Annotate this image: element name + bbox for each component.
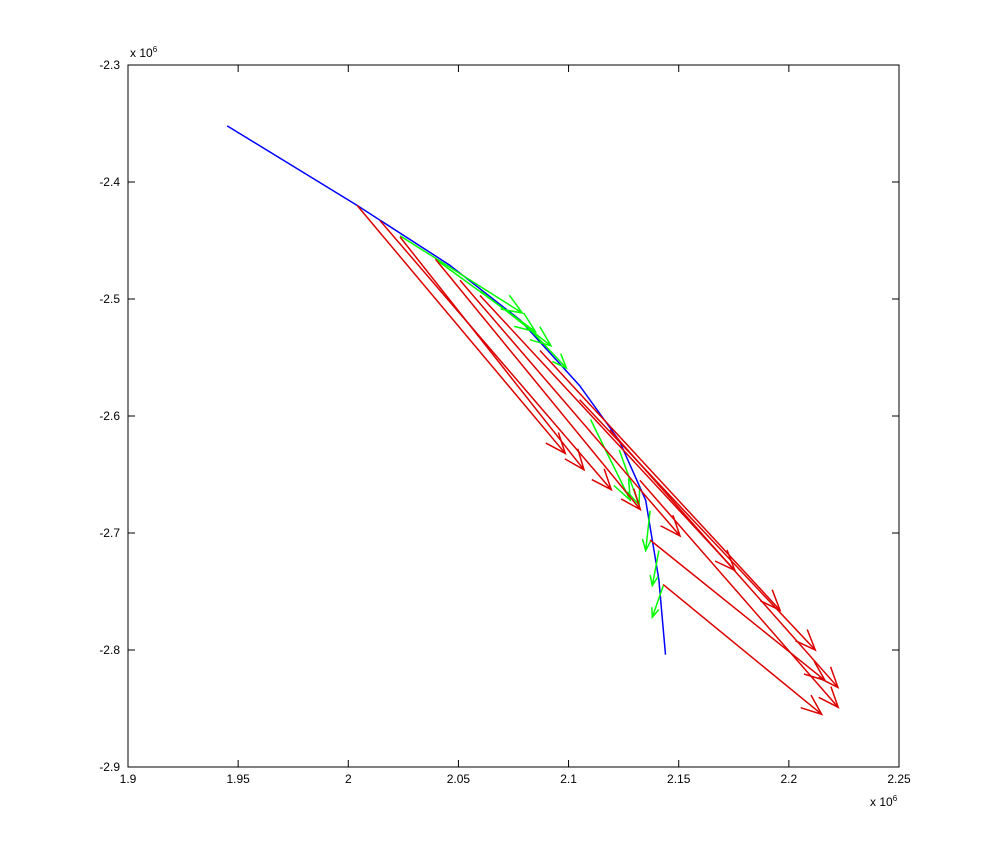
y-tick-label: -2.8 [99, 643, 120, 657]
x-tick-label: 2.25 [887, 772, 911, 786]
y-tick-label: -2.3 [99, 58, 120, 72]
arrow [399, 235, 525, 315]
x-tick-label: 2.15 [667, 772, 691, 786]
x-multiplier: x 106 [870, 794, 898, 809]
x-multiplier-exponent: 6 [893, 794, 898, 803]
x-tick-label: 2.05 [447, 772, 471, 786]
arrow [379, 220, 613, 492]
x-tick-label: 1.95 [226, 772, 250, 786]
arrow [651, 585, 665, 620]
x-tick-label: 2.2 [781, 772, 798, 786]
y-tick-label: -2.4 [99, 175, 120, 189]
arrow [530, 330, 568, 370]
arrow [539, 349, 782, 612]
x-multiplier-base: x 10 [870, 795, 893, 809]
y-tick-label: -2.9 [99, 760, 120, 774]
arrow [479, 290, 553, 348]
trajectory-line [226, 125, 667, 655]
x-tick-label: 1.9 [120, 772, 137, 786]
arrow [662, 583, 824, 716]
y-multiplier-base: x 10 [130, 46, 153, 60]
arrow [639, 479, 840, 709]
arrow [399, 236, 586, 472]
y-tick-label: -2.7 [99, 526, 120, 540]
arrow [649, 539, 827, 682]
arrow [641, 510, 652, 553]
y-multiplier: x 106 [130, 45, 158, 60]
arrow [589, 419, 632, 503]
x-tick-label: 2.1 [560, 772, 577, 786]
y-multiplier-exponent: 6 [153, 45, 158, 54]
x-tick-label: 2 [345, 772, 352, 786]
y-tick-label: -2.6 [99, 409, 120, 423]
arrow [459, 279, 682, 538]
arrow [434, 258, 642, 512]
axes-box [127, 64, 900, 768]
plot-area [128, 65, 899, 767]
y-tick-label: -2.5 [99, 292, 120, 306]
arrow [649, 550, 660, 588]
arrow [579, 399, 817, 652]
